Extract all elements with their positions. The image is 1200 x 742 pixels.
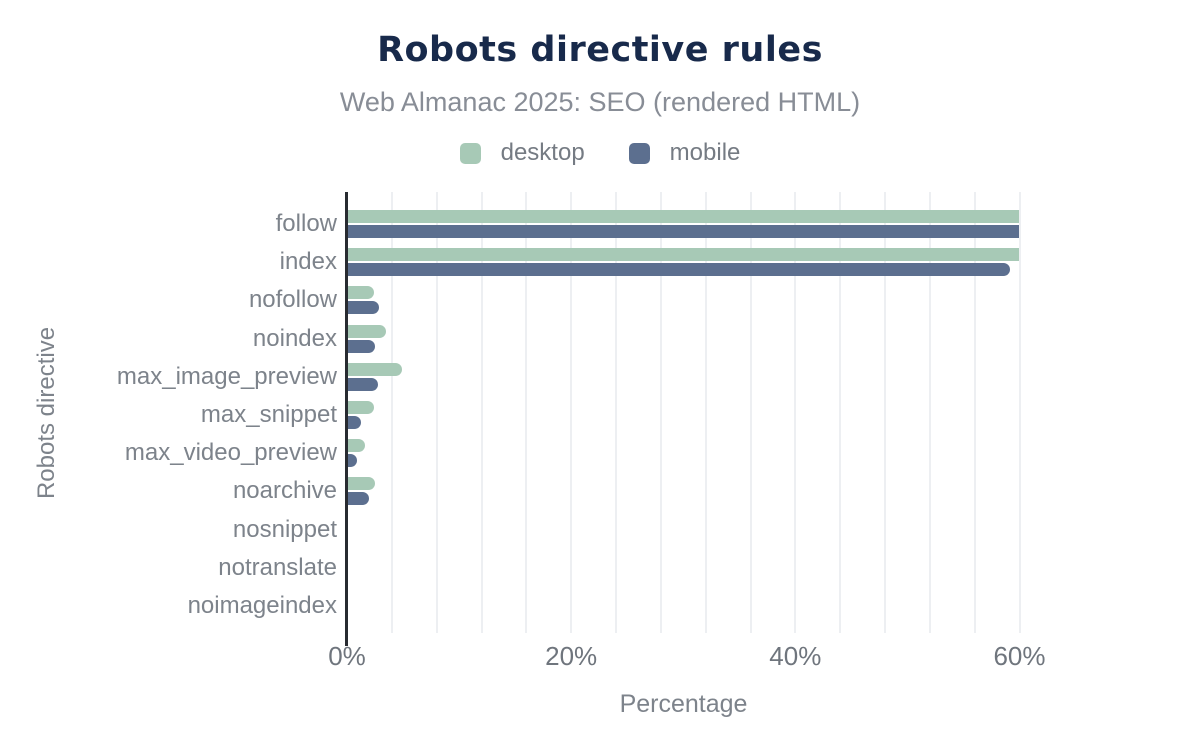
gridline: [884, 192, 886, 633]
legend-item-desktop: desktop: [459, 139, 585, 167]
gridline: [704, 192, 707, 633]
bar-desktop-index: [348, 248, 1020, 262]
y-axis-title: Robots directive: [33, 326, 60, 500]
gridline: [928, 192, 931, 633]
bar-desktop-follow: [348, 210, 1020, 223]
legend-swatch-desktop: [459, 142, 481, 164]
bar-desktop-noindex: [348, 324, 387, 338]
bar-desktop-max_video_preview: [348, 439, 365, 453]
y-axis-line: [345, 192, 348, 646]
x-axis-title: Percentage: [619, 690, 748, 718]
bar-desktop-nofollow: [348, 286, 374, 300]
legend: desktop mobile: [0, 139, 1200, 167]
category-label: max_image_preview: [116, 362, 337, 390]
gridline: [390, 192, 393, 633]
gridline: [570, 192, 573, 633]
bar-mobile-max_image_preview: [348, 377, 379, 391]
category-label: noimageindex: [187, 592, 337, 619]
category-label: nosnippet: [232, 515, 337, 543]
bar-mobile-index: [348, 263, 1011, 277]
bar-mobile-nofollow: [348, 301, 380, 315]
chart-title: Robots directive rules: [377, 30, 823, 70]
chart-subtitle: Web Almanac 2025: SEO (rendered HTML): [339, 87, 861, 117]
category-label: nofollow: [248, 286, 337, 314]
category-label: max_video_preview: [124, 439, 337, 467]
category-label: notranslate: [218, 553, 337, 581]
x-tick-label: 0%: [328, 641, 366, 671]
category-label: follow: [275, 210, 337, 237]
legend-item-mobile: mobile: [628, 139, 741, 167]
category-label: noarchive: [232, 477, 337, 505]
x-tick-label: 20%: [545, 641, 598, 671]
bar-desktop-noarchive: [348, 477, 375, 491]
bar-mobile-max_snippet: [348, 416, 362, 429]
gridline: [749, 192, 752, 633]
x-tick-label: 40%: [769, 641, 822, 671]
bar-mobile-follow: [348, 225, 1020, 238]
legend-label: desktop: [500, 139, 585, 166]
gridline: [435, 192, 438, 633]
gridline: [794, 192, 797, 633]
gridline: [480, 192, 483, 633]
category-label: max_snippet: [200, 401, 337, 428]
gridline: [973, 192, 976, 633]
gridline: [615, 192, 617, 633]
category-label: index: [279, 248, 337, 276]
gridline: [839, 192, 842, 633]
bar-mobile-noindex: [348, 339, 375, 353]
bar-mobile-max_video_preview: [348, 454, 357, 468]
gridline: [525, 192, 528, 633]
gridline: [1018, 192, 1021, 633]
bar-desktop-max_snippet: [348, 401, 374, 414]
x-tick-label: 60%: [993, 641, 1046, 671]
gridline: [659, 192, 662, 633]
legend-swatch-mobile: [628, 142, 650, 164]
bar-desktop-max_image_preview: [348, 362, 402, 376]
category-label: noindex: [252, 324, 337, 352]
bar-mobile-noarchive: [348, 492, 370, 506]
legend-label: mobile: [669, 139, 741, 166]
